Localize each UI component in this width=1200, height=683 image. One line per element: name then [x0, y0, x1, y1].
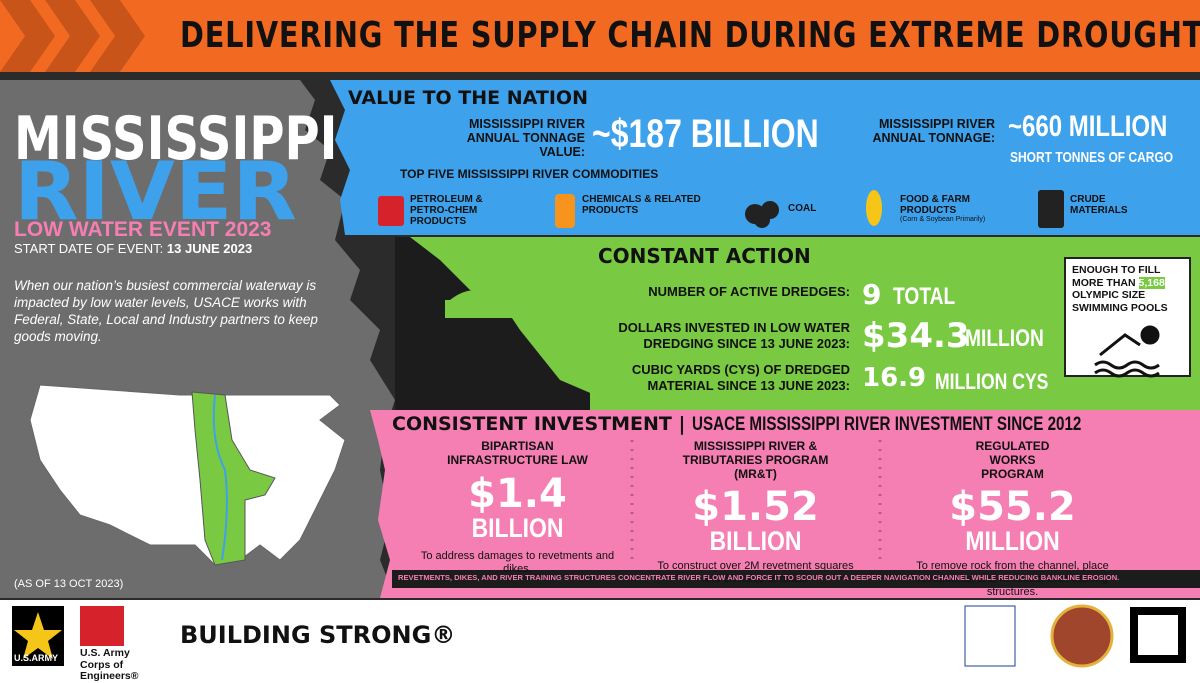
program-value: $55.2	[949, 484, 1076, 531]
action-value: $34.3	[862, 316, 970, 356]
action-label: NUMBER OF ACTIVE DREDGES:	[648, 284, 850, 299]
program: MISSISSIPPI RIVER & TRIBUTARIES PROGRAM …	[633, 439, 878, 586]
start-label: START DATE OF EVENT:	[14, 241, 164, 256]
commodity: PETROLEUM & PETRO-CHEM PRODUCTS	[410, 194, 483, 227]
start-date: START DATE OF EVENT: 13 JUNE 2023	[14, 241, 253, 256]
footnote-band	[392, 570, 1200, 588]
start-value: 13 JUNE 2023	[166, 241, 253, 256]
action-label: CUBIC YARDS (CYS) OF DREDGED MATERIAL SI…	[631, 362, 850, 393]
as-of: (AS OF 13 OCT 2023)	[14, 578, 124, 590]
commodity: CHEMICALS & RELATED PRODUCTS	[582, 194, 701, 216]
program-name: MISSISSIPPI RIVER & TRIBUTARIES PROGRAM …	[682, 439, 829, 481]
label-line: MISSISSIPPI RIVER	[878, 117, 995, 131]
investment-heading: CONSISTENT INVESTMENT	[392, 413, 672, 435]
action-unit: MILLION CYS	[935, 369, 1049, 394]
footnote: REVETMENTS, DIKES, AND RIVER TRAINING ST…	[398, 573, 1120, 582]
usace-wordmark: U.S. Army Corps of Engineers®	[80, 647, 139, 683]
pools-text: ENOUGH TO FILL MORE THAN 5,168 OLYMPIC S…	[1072, 264, 1190, 314]
value-label: MISSISSIPPI RIVER ANNUAL TONNAGE VALUE:	[420, 117, 585, 159]
header-band	[0, 0, 1200, 72]
tonnage-note: SHORT TONNES OF CARGO	[1010, 149, 1174, 166]
pools-box	[1064, 257, 1191, 377]
title-line2: RIVER	[14, 145, 298, 238]
program-name: REGULATED WORKS PROGRAM	[975, 439, 1050, 481]
title-line1: MISSISSIPPI	[14, 104, 338, 174]
program-unit: BILLION	[709, 526, 802, 557]
dividers	[630, 440, 882, 560]
commodity-label: FOOD & FARM PRODUCTS	[900, 194, 970, 216]
action-value: 9	[862, 278, 882, 311]
dredge-shapes	[410, 237, 595, 395]
label-line: ANNUAL TONNAGE:	[872, 130, 995, 145]
commodities-heading: TOP FIVE MISSISSIPPI RIVER COMMODITIES	[400, 167, 659, 181]
coal-icon	[745, 201, 779, 228]
qr-inner	[1138, 615, 1178, 655]
separator: |	[671, 413, 693, 435]
district-seal	[1050, 604, 1114, 668]
army-star	[14, 612, 62, 659]
us-map	[29, 384, 346, 566]
value-heading: VALUE TO THE NATION	[348, 87, 588, 109]
program-value: $1.4	[468, 470, 567, 517]
pools-tail: OLYMPIC SIZE SWIMMING POOLS	[1072, 289, 1168, 314]
commodity: COAL	[788, 203, 817, 214]
action-heading: CONSTANT ACTION	[598, 244, 811, 268]
action-value: 16.9	[862, 363, 927, 393]
blue-panel	[330, 80, 1200, 235]
army-wordmark: U.S.ARMY	[14, 653, 59, 663]
commodity-icons	[378, 190, 1064, 228]
chevrons	[0, 0, 145, 72]
bottle-icon	[555, 194, 575, 228]
commodity: CRUDE MATERIALS	[1070, 194, 1128, 216]
investment-subheading: USACE MISSISSIPPI RIVER INVESTMENT SINCE…	[692, 414, 1082, 435]
fuel-can-icon	[378, 196, 404, 226]
program: BIPARTISAN INFRASTRUCTURE LAW $1.4 BILLION…	[395, 439, 640, 576]
program-unit: BILLION	[471, 512, 564, 543]
commodity: FOOD & FARM PRODUCTS (Corn & Soybean Prim…	[900, 194, 1010, 224]
program-desc: To remove rock from the channel, place r…	[916, 559, 1109, 599]
action-unit: TOTAL	[893, 283, 956, 310]
program-name: BIPARTISAN INFRASTRUCTURE LAW	[447, 439, 588, 467]
program-desc: To construct over 2M revetment squares a…	[657, 559, 854, 585]
program-value: $1.52	[692, 484, 819, 531]
corn-icon	[866, 190, 882, 226]
barrel-icon	[1038, 190, 1064, 228]
intro-text: When our nation’s busiest commercial wat…	[14, 278, 318, 344]
program-unit: MILLION	[965, 526, 1060, 557]
tonnage-label: MISSISSIPPI RIVER ANNUAL TONNAGE:	[830, 117, 995, 146]
value-figure: ~$187 BILLION	[592, 112, 819, 156]
commodity-note: (Corn & Soybean Primarily)	[900, 216, 986, 223]
pink-panel	[370, 410, 1200, 598]
pools-lead: ENOUGH TO FILL MORE THAN	[1072, 264, 1161, 289]
slogan: BUILDING STRONG®	[180, 621, 456, 649]
pools-count: 5,168	[1138, 276, 1165, 289]
castle-logo	[80, 606, 124, 646]
label-line: ANNUAL TONNAGE VALUE:	[466, 130, 585, 159]
tonnage-figure: ~660 MILLION	[1008, 110, 1168, 143]
program-desc: To address damages to revetments and dik…	[420, 549, 615, 576]
label-line: MISSISSIPPI RIVER	[468, 117, 585, 131]
action-label: DOLLARS INVESTED IN LOW WATER DREDGING S…	[618, 320, 850, 351]
subtitle: LOW WATER EVENT 2023	[14, 218, 272, 241]
swimmer-icon	[1094, 325, 1160, 378]
investment-heading-row: CONSISTENT INVESTMENT | USACE MISSISSIPP…	[392, 414, 1179, 436]
header-title: DELIVERING THE SUPPLY CHAIN DURING EXTRE…	[180, 15, 1200, 56]
action-unit: MILLION	[965, 325, 1044, 352]
program: REGULATED WORKS PROGRAM $55.2 MILLION To re…	[890, 439, 1135, 599]
division-logo	[964, 605, 1016, 667]
